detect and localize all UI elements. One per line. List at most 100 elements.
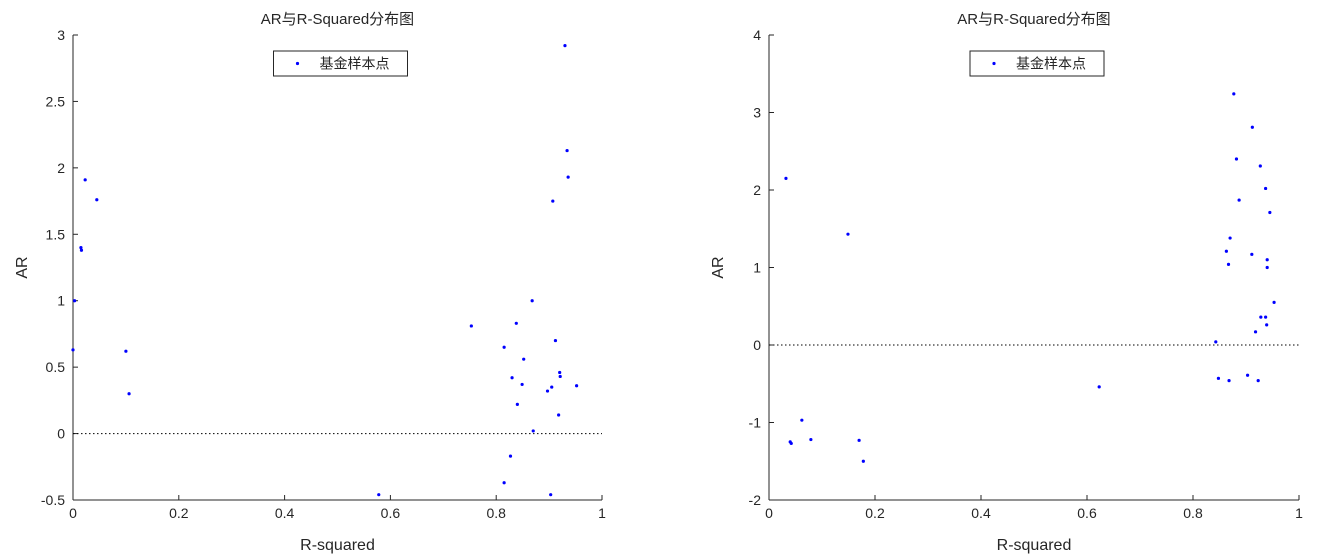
data-point	[1245, 373, 1250, 377]
data-point	[71, 348, 75, 352]
legend-label: 基金样本点	[320, 56, 390, 72]
x-tick-label: 0.8	[1183, 505, 1203, 521]
data-point	[515, 402, 519, 406]
data-point	[789, 441, 793, 446]
data-point	[1268, 210, 1272, 215]
scatter-panel-1: 0 0.2 0.4 0.6 0.8 1-0.500.511.522.53AR与R-Squa…	[14, 11, 606, 554]
data-point	[846, 232, 850, 236]
data-point	[549, 493, 553, 497]
y-tick-label: -0.5	[41, 492, 65, 508]
data-point	[1264, 186, 1268, 191]
x-tick-label: 0.4	[275, 505, 295, 521]
y-axis-label: AR	[710, 256, 727, 278]
legend: 基金样本点	[969, 50, 1105, 77]
y-tick-label: 1	[57, 293, 65, 309]
data-point	[1234, 157, 1239, 161]
data-point	[508, 454, 513, 458]
data-point	[558, 370, 562, 375]
data-point	[1237, 198, 1241, 202]
y-tick-label: -1	[749, 415, 762, 431]
data-point	[557, 413, 561, 417]
data-point	[857, 438, 861, 442]
chart-title: AR与R-Squared分布图	[957, 11, 1110, 28]
data-point	[1250, 125, 1254, 129]
legend-box	[969, 50, 1105, 77]
x-axis-label: R-squared	[997, 537, 1072, 554]
data-point	[1226, 262, 1231, 266]
y-tick-label: 2.5	[46, 93, 66, 109]
data-point	[809, 437, 813, 442]
legend-label: 基金样本点	[1016, 56, 1086, 72]
data-point	[1250, 252, 1254, 256]
x-tick-label: 0.2	[169, 505, 189, 521]
data-point	[551, 199, 555, 203]
legend-box	[273, 50, 408, 77]
data-point	[520, 382, 524, 387]
data-point	[502, 345, 506, 349]
y-tick-label: 3	[57, 27, 65, 43]
data-point	[1265, 258, 1269, 262]
data-point	[1256, 379, 1260, 383]
data-point	[784, 176, 788, 180]
data-point	[79, 248, 84, 252]
data-point	[1228, 236, 1232, 240]
y-tick-label: 2	[753, 182, 761, 198]
x-axis-label: R-squared	[300, 537, 375, 554]
data-point	[79, 245, 83, 250]
data-point	[522, 357, 526, 361]
data-point	[545, 389, 550, 393]
data-point	[514, 321, 518, 325]
data-point	[1259, 315, 1263, 319]
data-point	[1232, 92, 1236, 96]
y-tick-label: 0	[753, 337, 761, 353]
x-tick-label: 1	[598, 505, 606, 521]
data-point	[83, 178, 87, 182]
data-point	[1272, 300, 1276, 304]
legend-marker	[295, 61, 300, 66]
y-tick-label: 3	[753, 105, 761, 121]
data-point	[510, 376, 514, 380]
data-points	[784, 92, 1276, 463]
data-point	[1214, 340, 1218, 344]
x-tick-label: 0.4	[971, 505, 991, 521]
data-point	[1253, 330, 1258, 334]
data-point	[95, 198, 99, 202]
data-point	[563, 44, 567, 48]
data-points	[71, 44, 579, 497]
data-point	[469, 324, 473, 328]
data-point	[1265, 323, 1269, 327]
data-point	[566, 175, 570, 179]
data-point	[800, 418, 804, 422]
data-point	[575, 384, 579, 388]
legend-marker	[992, 61, 996, 66]
data-point	[565, 148, 569, 153]
x-tick-label: 0.6	[1077, 505, 1097, 521]
y-tick-label: 1	[753, 260, 761, 276]
data-point	[377, 493, 381, 497]
y-tick-label: 2	[57, 160, 65, 176]
x-tick-label: 0.2	[865, 505, 885, 521]
data-point	[502, 481, 506, 485]
data-point	[861, 459, 865, 463]
y-tick-label: 0	[57, 426, 65, 442]
data-point	[531, 429, 535, 433]
data-point	[553, 338, 558, 343]
data-point	[127, 392, 131, 396]
data-point	[550, 385, 554, 389]
y-tick-label: 0.5	[46, 359, 66, 375]
data-point	[1224, 249, 1228, 253]
y-axis-label: AR	[14, 256, 31, 278]
data-point	[124, 349, 128, 353]
y-tick-label: -2	[749, 492, 762, 508]
data-point	[1264, 315, 1268, 319]
data-point	[1227, 379, 1231, 383]
y-tick-label: 4	[753, 27, 761, 43]
x-tick-label: 0	[69, 505, 77, 521]
legend: 基金样本点	[273, 50, 408, 77]
y-tick-label: 1.5	[46, 226, 66, 242]
data-point	[1265, 265, 1269, 270]
data-point	[1258, 164, 1262, 168]
x-tick-label: 1	[1295, 505, 1303, 521]
